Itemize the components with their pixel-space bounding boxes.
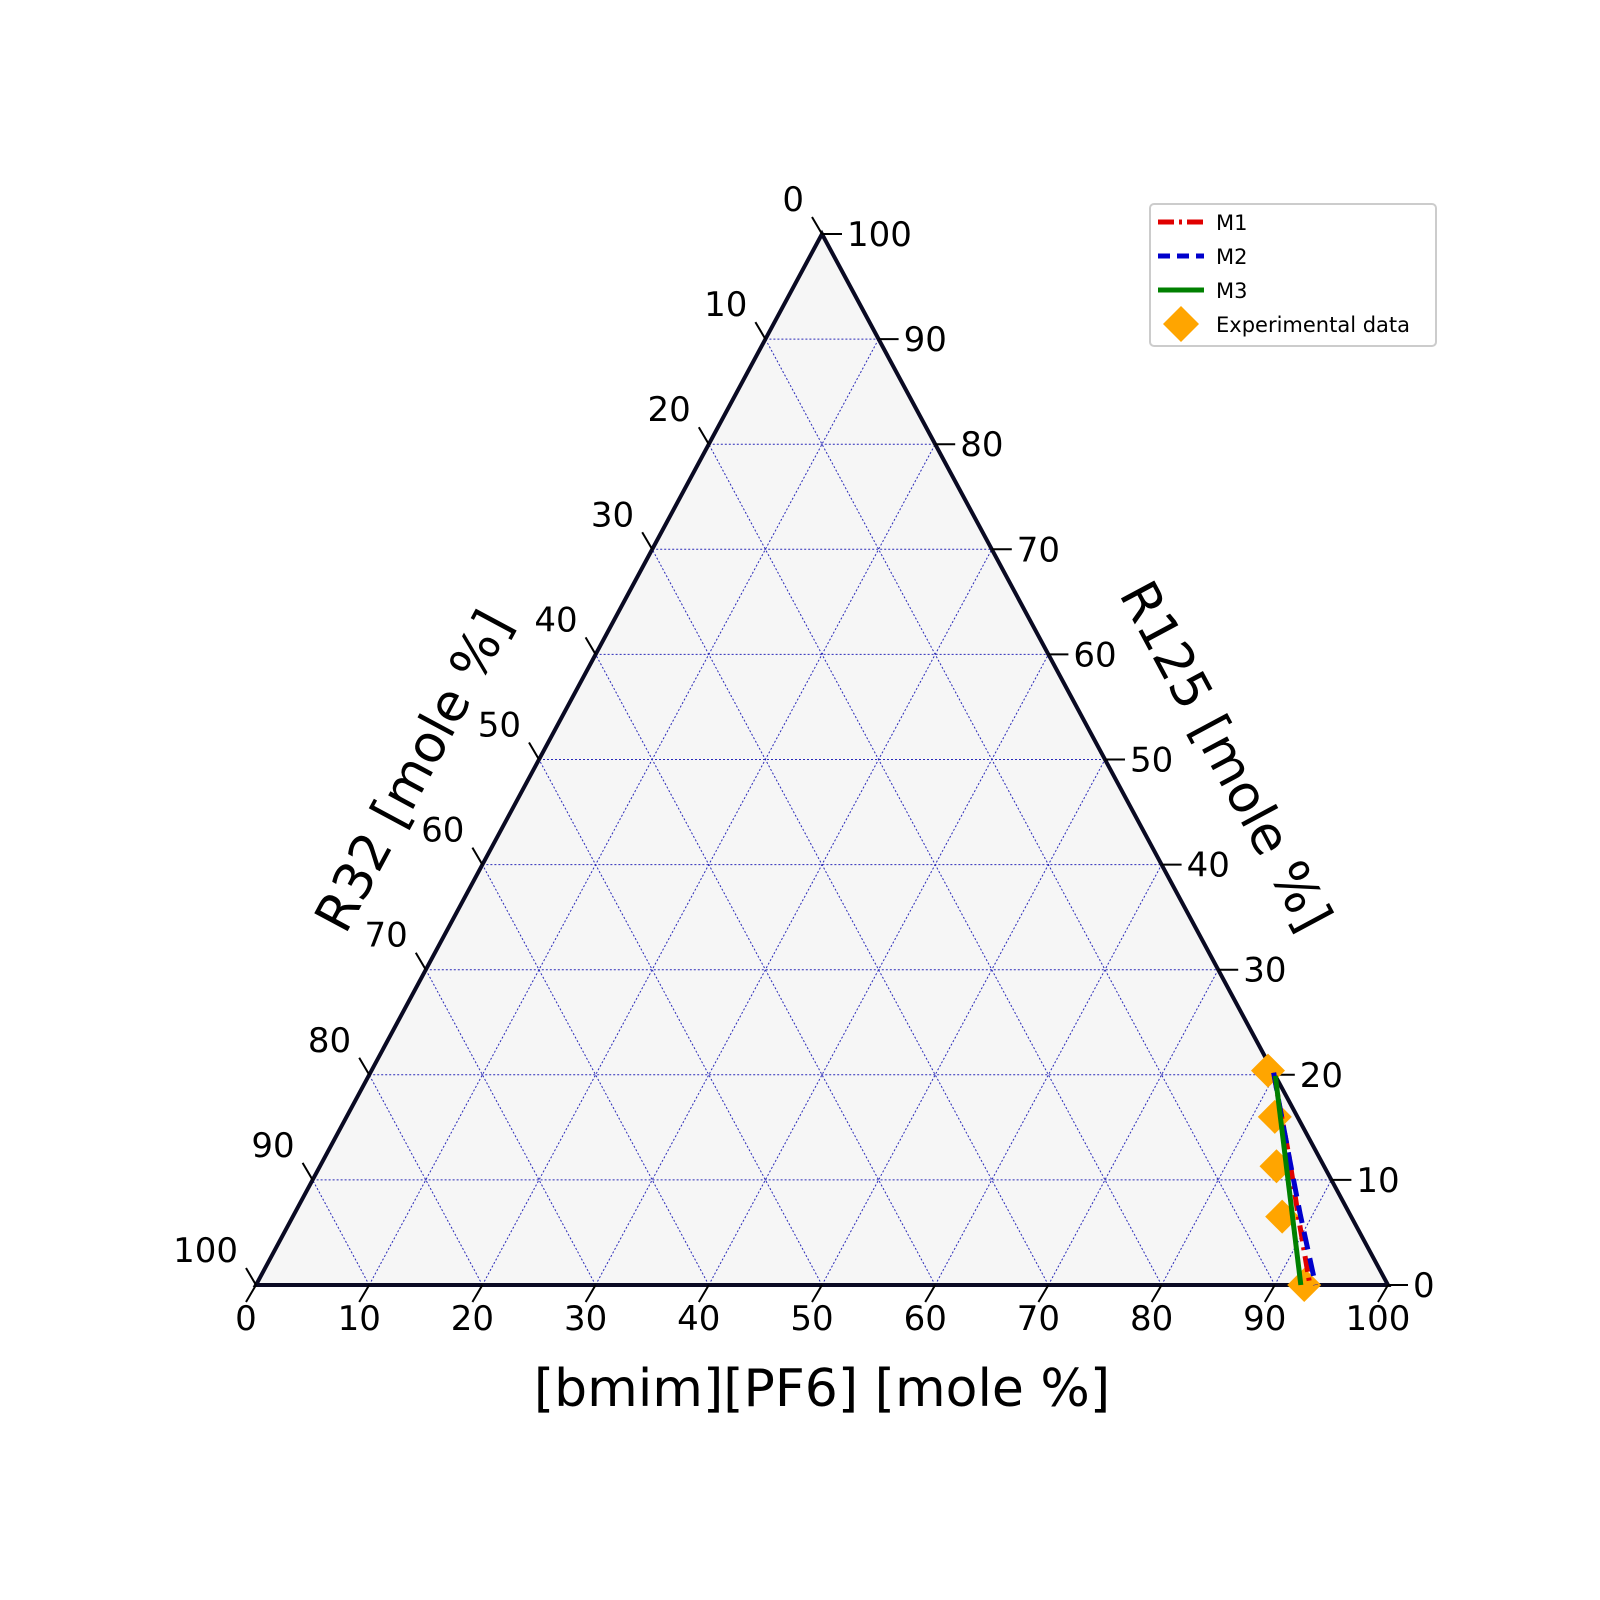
legend: M1 M2 M3 Experimental data [1149, 203, 1437, 347]
grid-line-r32-10 [764, 338, 1276, 1286]
right-tick-label-90: 90 [904, 320, 947, 360]
left-tick-label-10: 10 [704, 285, 747, 325]
legend-swatch-experimental [1163, 306, 1199, 342]
right-tick-label-80: 80 [960, 425, 1003, 465]
grid-line-r32-30 [651, 549, 1049, 1286]
grid-line-r32-60 [481, 864, 710, 1286]
right-tick-label-100: 100 [847, 215, 912, 255]
bottom-axis-title: [bmim][PF6] [mole %] [534, 1359, 1110, 1419]
plot-area-background [256, 234, 1388, 1285]
right-tick-label-50: 50 [1130, 741, 1173, 781]
right-tick-label-70: 70 [1017, 530, 1060, 570]
bottom-tick-90 [1263, 1284, 1276, 1303]
bottom-tick-100 [1377, 1284, 1389, 1303]
tick-marks: 0 10 20 30 40 50 60 70 80 90 100010203040506070809… [173, 180, 1435, 1339]
left-tick-40 [584, 636, 597, 655]
left-tick-label-100: 100 [173, 1231, 238, 1271]
bottom-tick-label-10: 10 [338, 1299, 381, 1339]
legend-label-experimental: Experimental data [1216, 313, 1410, 337]
bottom-tick-label-50: 50 [790, 1299, 833, 1339]
right-tick-label-20: 20 [1300, 1056, 1343, 1096]
legend-label-m1: M1 [1216, 211, 1247, 235]
bottom-tick-40 [697, 1284, 710, 1303]
left-tick-70 [414, 952, 427, 971]
bottom-tick-60 [924, 1284, 937, 1303]
left-tick-label-40: 40 [534, 600, 577, 640]
legend-label-m3: M3 [1216, 279, 1247, 303]
series-line-m3 [1272, 1075, 1304, 1286]
left-tick-0 [811, 216, 823, 235]
left-tick-label-90: 90 [251, 1126, 294, 1166]
bottom-tick-0 [245, 1284, 257, 1303]
experimental-point-5 [1287, 1268, 1322, 1302]
right-tick-label-0: 0 [1413, 1266, 1435, 1306]
grid-lines [312, 338, 1332, 1286]
left-tick-60 [471, 847, 484, 866]
left-tick-label-60: 60 [421, 811, 464, 851]
bottom-tick-70 [1037, 1284, 1050, 1303]
left-tick-10 [754, 321, 767, 340]
left-tick-label-30: 30 [591, 495, 634, 535]
bottom-tick-20 [471, 1284, 484, 1303]
bottom-tick-label-0: 0 [235, 1299, 257, 1339]
bottom-tick-label-60: 60 [904, 1299, 947, 1339]
left-tick-label-70: 70 [365, 916, 408, 956]
grid-line-il-50 [821, 759, 1106, 1286]
grid-line-il-10 [368, 338, 880, 1286]
legend-label-m2: M2 [1216, 245, 1247, 269]
legend-box [1149, 203, 1437, 347]
bottom-tick-label-70: 70 [1017, 1299, 1060, 1339]
right-tick-label-10: 10 [1356, 1161, 1399, 1201]
left-tick-80 [358, 1057, 371, 1076]
bottom-tick-label-40: 40 [677, 1299, 720, 1339]
bottom-tick-label-20: 20 [451, 1299, 494, 1339]
grid-line-r32-50 [538, 759, 823, 1286]
left-tick-label-80: 80 [308, 1021, 351, 1061]
bottom-tick-label-90: 90 [1243, 1299, 1286, 1339]
left-tick-20 [697, 426, 710, 445]
bottom-tick-80 [1150, 1284, 1163, 1303]
right-tick-label-60: 60 [1073, 635, 1116, 675]
bottom-tick-10 [358, 1284, 371, 1303]
grid-line-il-30 [595, 549, 993, 1286]
grid-line-il-60 [934, 864, 1163, 1286]
left-tick-100 [245, 1267, 257, 1286]
left-tick-label-0: 0 [782, 180, 804, 220]
right-tick-label-40: 40 [1187, 846, 1230, 886]
left-tick-50 [528, 741, 540, 761]
left-tick-90 [301, 1162, 314, 1181]
left-tick-label-20: 20 [648, 390, 691, 430]
bottom-tick-50 [811, 1284, 823, 1303]
data-series [1251, 1053, 1322, 1302]
bottom-tick-label-100: 100 [1346, 1299, 1411, 1339]
left-tick-30 [641, 531, 654, 550]
bottom-tick-30 [584, 1284, 597, 1303]
series-line-m2 [1271, 1072, 1318, 1286]
bottom-tick-label-80: 80 [1130, 1299, 1173, 1339]
left-tick-label-50: 50 [478, 706, 521, 746]
right-tick-label-30: 30 [1243, 951, 1286, 991]
bottom-tick-label-30: 30 [564, 1299, 607, 1339]
